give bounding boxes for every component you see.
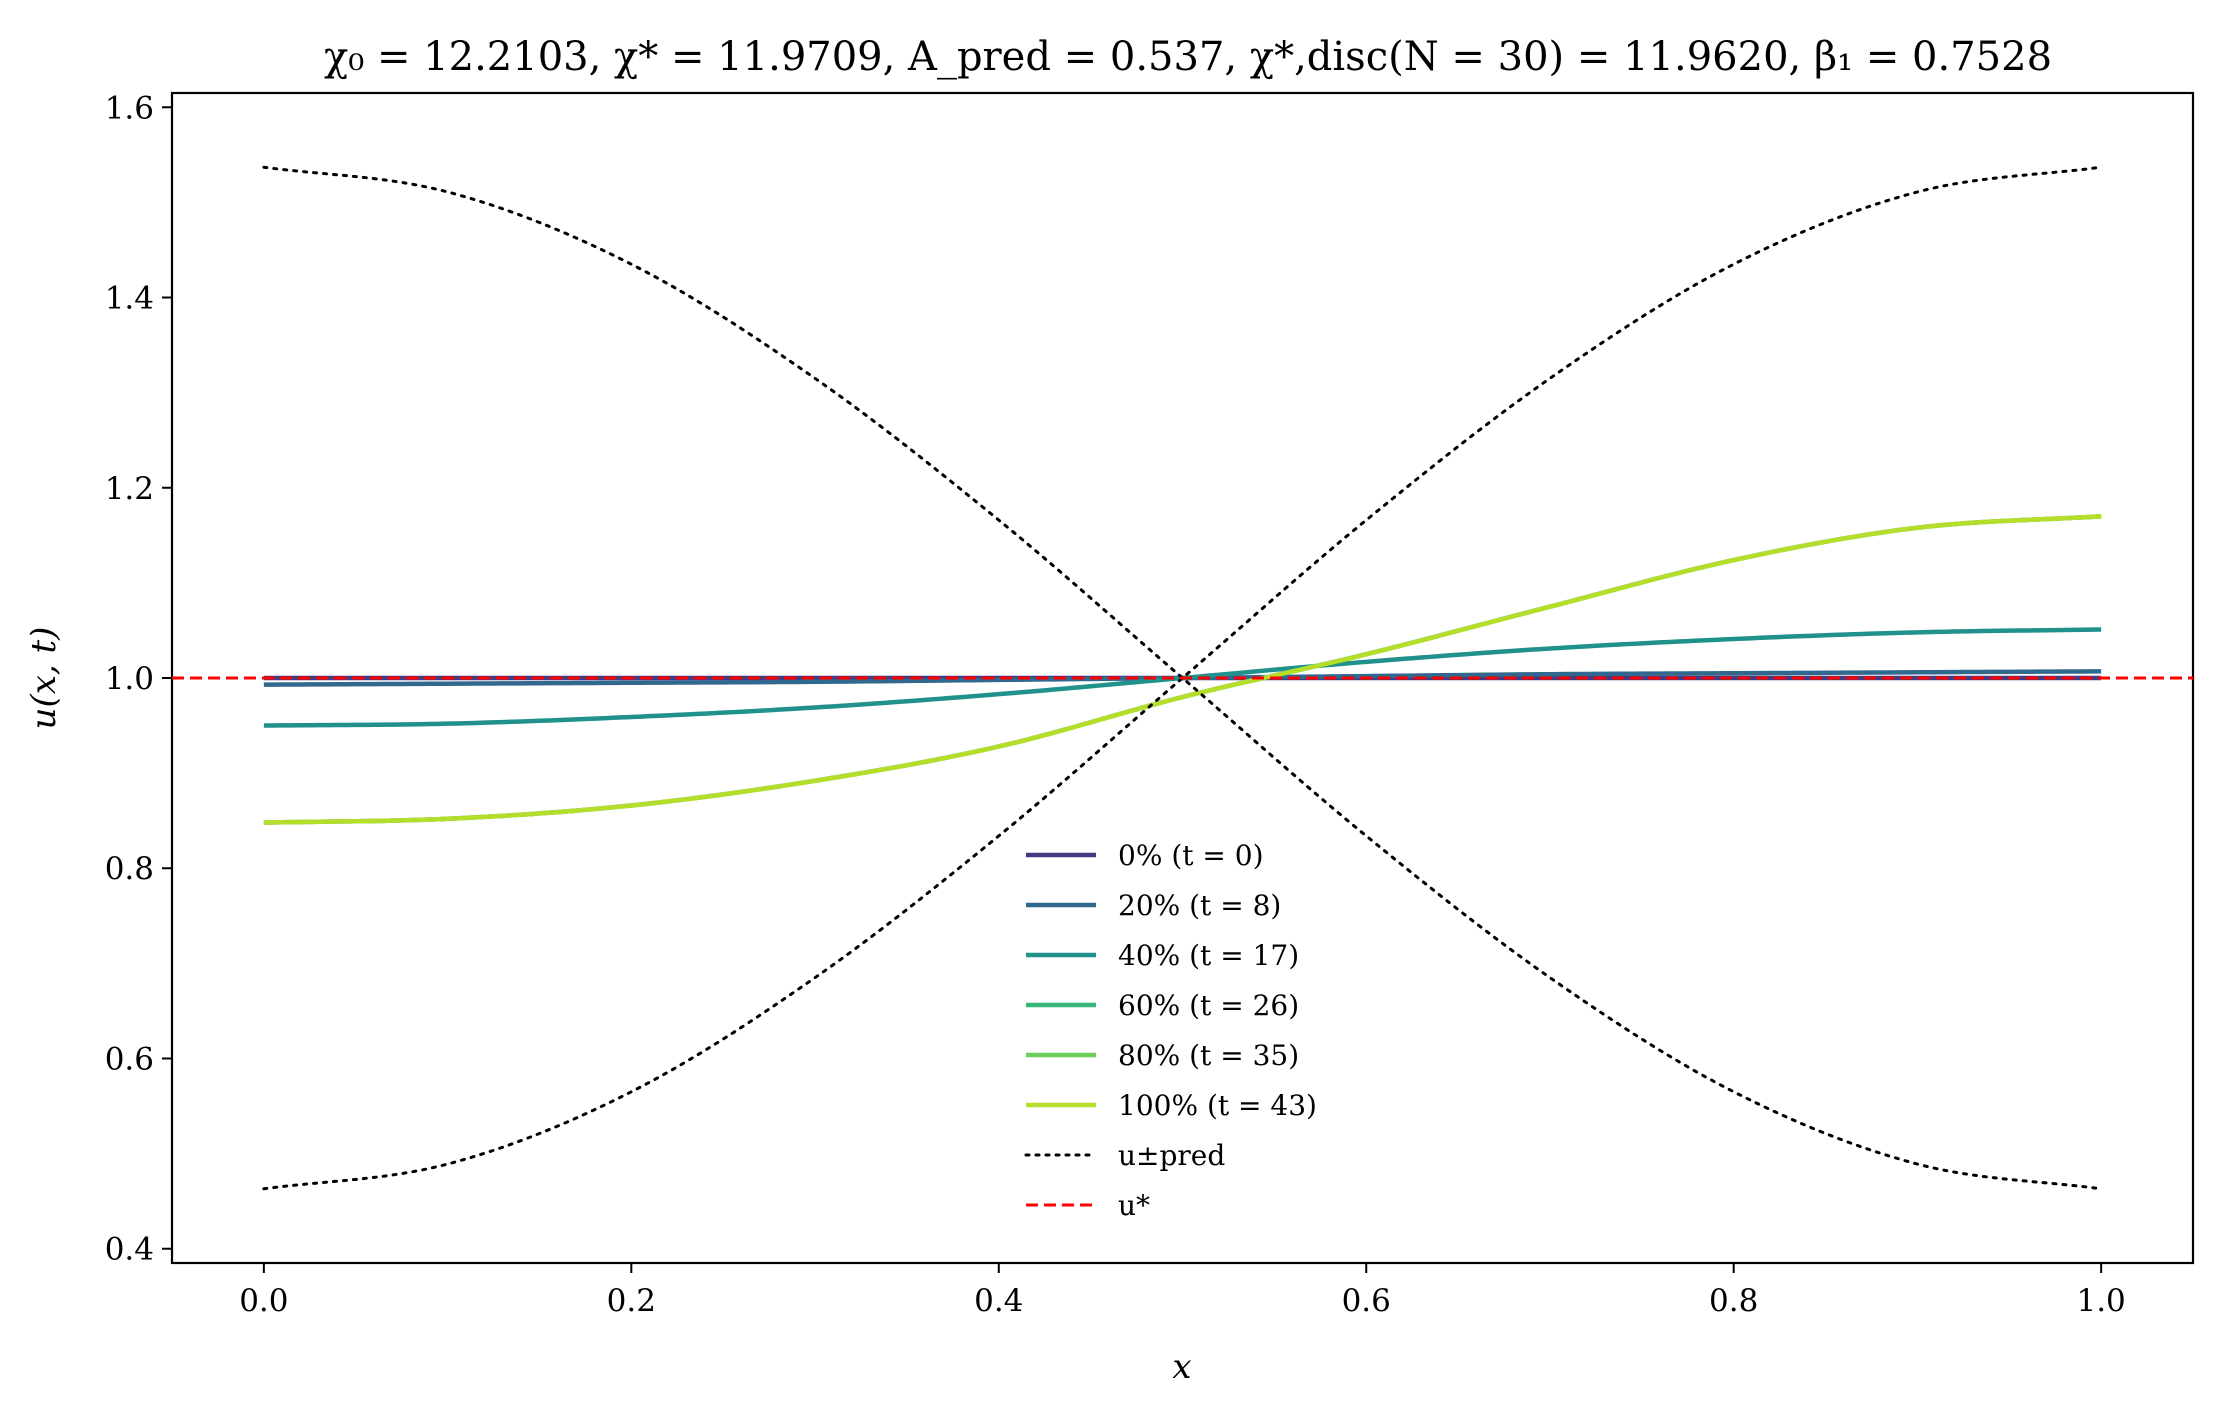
x-axis-label: x xyxy=(1172,1347,1191,1387)
y-tick-label: 1.2 xyxy=(105,471,154,507)
legend-entry-80-t-35-4: 80% (t = 35) xyxy=(1026,1039,1299,1072)
legend-entry-20-t-8-1: 20% (t = 8) xyxy=(1026,889,1281,922)
y-tick-label: 1.4 xyxy=(105,281,154,317)
y-tick-label: 0.8 xyxy=(105,851,154,887)
legend-label: 60% (t = 26) xyxy=(1118,989,1299,1022)
y-axis-label: u(x, t) xyxy=(24,627,64,730)
legend-label: 40% (t = 17) xyxy=(1118,939,1299,972)
legend-entry-100-t-43-5: 100% (t = 43) xyxy=(1026,1089,1317,1122)
x-tick-label: 1.0 xyxy=(2076,1283,2125,1319)
legend-label: 80% (t = 35) xyxy=(1118,1039,1299,1072)
series-line-60-t-26-3 xyxy=(263,514,2102,825)
tick-layer: 0.0 0.2 0.4 0.6 0.8 1.0 0.4 0.6 0.8 1.0 1.2 1.4 1.6 xyxy=(105,90,2126,1319)
y-tick-label: 0.4 xyxy=(105,1232,154,1268)
legend-label: u±pred xyxy=(1118,1139,1225,1172)
series-layer xyxy=(172,165,2193,1191)
series-line-80-t-35-4 xyxy=(263,514,2102,825)
x-tick-label: 0.0 xyxy=(239,1283,288,1319)
legend-entry-u-7: u* xyxy=(1026,1189,1150,1222)
legend-entry-60-t-26-3: 60% (t = 26) xyxy=(1026,989,1299,1022)
legend-label: 100% (t = 43) xyxy=(1118,1089,1317,1122)
legend-label: 20% (t = 8) xyxy=(1118,889,1281,922)
legend-entry-u-pred-6: u±pred xyxy=(1024,1139,1225,1172)
y-tick-label: 1.6 xyxy=(105,90,154,126)
legend-label: 0% (t = 0) xyxy=(1118,839,1264,872)
legend: 0% (t = 0) 20% (t = 8) 40% (t = 17) 60% (t … xyxy=(1024,839,1317,1222)
y-tick-label: 0.6 xyxy=(105,1041,154,1077)
x-tick-label: 0.8 xyxy=(1709,1283,1758,1319)
legend-entry-0-t-0-0: 0% (t = 0) xyxy=(1026,839,1264,872)
series-line-100-t-43-5 xyxy=(263,514,2102,825)
legend-label: u* xyxy=(1118,1189,1150,1222)
legend-entry-40-t-17-2: 40% (t = 17) xyxy=(1026,939,1299,972)
x-tick-label: 0.2 xyxy=(607,1283,656,1319)
x-tick-label: 0.6 xyxy=(1342,1283,1391,1319)
y-tick-label: 1.0 xyxy=(105,661,154,697)
x-tick-label: 0.4 xyxy=(974,1283,1023,1319)
chart-title: χ₀ = 12.2103, χ* = 11.9709, A_pred = 0.5… xyxy=(324,34,2052,80)
